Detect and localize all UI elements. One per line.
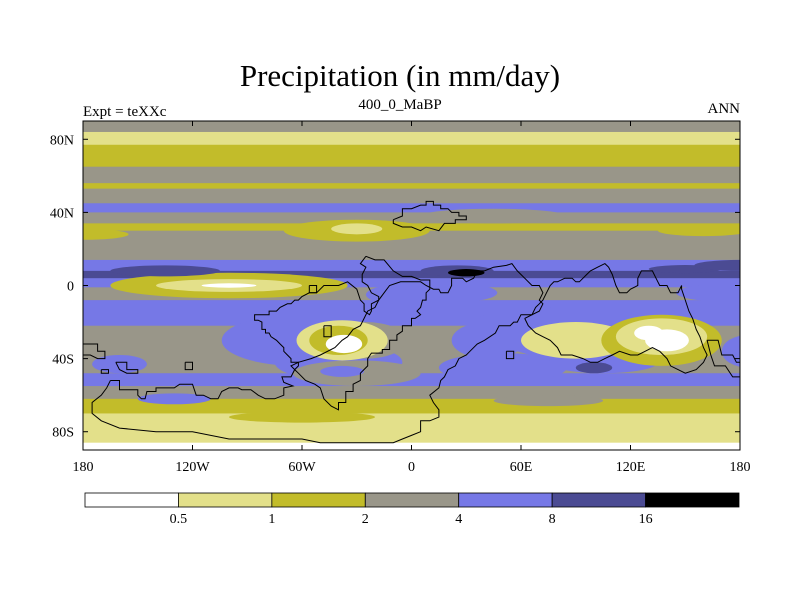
coastline	[323, 325, 332, 338]
colorbar-label: 1	[268, 512, 275, 527]
precip-region	[438, 353, 567, 383]
precip-band	[83, 259, 740, 272]
coastline	[290, 255, 431, 411]
precip-band	[83, 183, 740, 190]
coastline	[91, 263, 544, 444]
y-tick-label: 80N	[50, 133, 74, 148]
x-tick-label: 180	[730, 460, 751, 475]
colorbar-label: 2	[362, 512, 369, 527]
precip-band	[83, 144, 740, 168]
precip-region	[201, 283, 257, 288]
precip-band	[83, 131, 740, 146]
x-tick-label: 120E	[616, 460, 646, 475]
x-axis: 180 120W 60W 0 60E 120E 180	[73, 121, 751, 475]
coastline	[524, 262, 708, 374]
precip-region	[83, 228, 129, 240]
y-axis: 80N 40N 0 40S 80S	[50, 133, 740, 441]
precip-region	[110, 265, 220, 277]
precip-region	[420, 208, 567, 224]
colorbar-swatch	[458, 492, 553, 508]
y-tick-label: 40N	[50, 206, 74, 221]
precip-region	[325, 334, 363, 354]
coastline	[706, 339, 740, 378]
precip-band	[83, 212, 740, 224]
coastline	[308, 285, 318, 294]
chart-title: Precipitation (in mm/day)	[239, 58, 561, 93]
x-tick-label: 120W	[175, 460, 210, 475]
precip-region	[657, 225, 740, 237]
precip-region	[493, 395, 604, 407]
precip-region	[448, 269, 485, 277]
colorbar-swatch	[178, 492, 273, 508]
precipitation-fields	[83, 121, 740, 450]
colorbar-swatch	[645, 492, 740, 508]
colorbar-swatch	[551, 492, 646, 508]
y-tick-label: 80S	[52, 426, 74, 441]
precip-region	[137, 393, 211, 405]
coastline	[505, 350, 515, 360]
x-tick-label: 60W	[288, 460, 316, 475]
colorbar-label: 16	[639, 512, 653, 527]
precip-region	[676, 283, 740, 302]
precip-band	[83, 188, 740, 204]
precip-region	[475, 312, 531, 332]
precip-region	[634, 325, 664, 341]
precip-region	[320, 365, 365, 377]
precip-region	[721, 335, 740, 367]
precip-band	[83, 413, 740, 433]
season-label: ANN	[707, 101, 741, 117]
precip-region	[229, 411, 375, 423]
colorbar-label: 8	[549, 512, 556, 527]
coastline	[184, 361, 193, 371]
coastline	[83, 343, 106, 360]
precip-band	[83, 203, 740, 213]
y-tick-label: 40S	[52, 353, 74, 368]
precip-region	[521, 322, 631, 359]
coastline	[100, 369, 109, 374]
precip-band	[83, 270, 740, 279]
x-tick-label: 180	[73, 460, 94, 475]
colorbar-label: 0.5	[170, 512, 188, 527]
coastline	[115, 361, 139, 374]
coastlines	[83, 200, 740, 444]
precip-region	[575, 362, 613, 374]
colorbar-swatch	[364, 492, 460, 508]
colorbar-swatch	[271, 492, 366, 508]
precip-region	[92, 354, 147, 374]
x-tick-label: 0	[408, 460, 415, 475]
experiment-label: Expt = teXXc	[83, 104, 167, 120]
y-tick-label: 0	[67, 280, 74, 295]
precip-band	[83, 278, 740, 288]
coastline	[392, 200, 467, 232]
precip-band	[83, 121, 740, 133]
precip-region	[416, 283, 498, 302]
precip-band	[83, 373, 740, 387]
precip-band	[83, 166, 740, 184]
x-tick-label: 60E	[510, 460, 533, 475]
precip-region	[331, 223, 383, 235]
precip-region	[694, 259, 740, 271]
colorbar: 0.5 1 2 4 8 16	[84, 492, 740, 527]
colorbar-label: 4	[455, 512, 462, 527]
period-label: 400_0_MaBP	[358, 97, 442, 113]
colorbar-swatch	[84, 492, 179, 508]
precip-band	[83, 431, 740, 444]
